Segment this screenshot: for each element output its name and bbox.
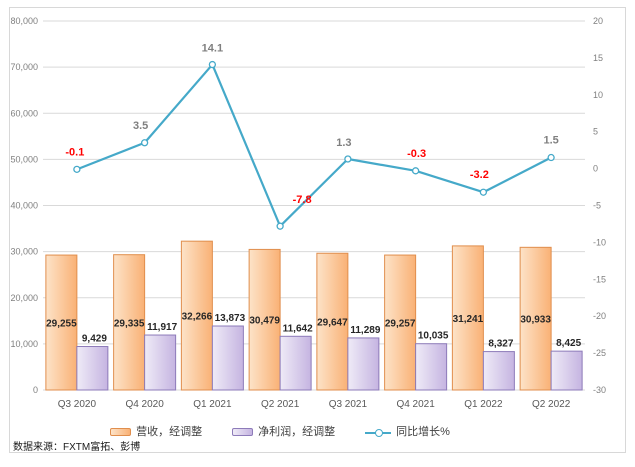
- legend-label-revenue: 营收，经调整: [136, 426, 203, 438]
- yoy-growth-marker: [479, 188, 488, 196]
- y-axis-right-tick-label: 15: [593, 53, 603, 63]
- y-axis-left-tick-label: 20,000: [10, 293, 38, 303]
- revenue-bar-label: 29,335: [114, 318, 145, 329]
- legend-label-net-profit: 净利润，经调整: [258, 426, 336, 438]
- yoy-line-swatch-icon: [365, 428, 392, 437]
- net-profit-bar-label: 11,917: [147, 322, 177, 333]
- legend-label-yoy-growth: 同比增长%: [396, 426, 450, 438]
- yoy-growth-line: [76, 63, 552, 228]
- net-profit-bar: [76, 346, 109, 391]
- revenue-bar: [113, 254, 146, 391]
- revenue-bar: [45, 254, 78, 391]
- revenue-bar-label: 29,255: [46, 319, 77, 330]
- x-axis-labels: Q3 2020 Q4 2020 Q1 2021 Q2 2021 Q3 2021 Q4 20…: [58, 399, 571, 410]
- revenue-bar: [384, 254, 417, 391]
- revenue-bar-label: 32,266: [182, 312, 213, 323]
- yoy-growth-marker: [276, 222, 284, 230]
- net-profit-bar: [415, 343, 448, 391]
- bar-series-net-profit: [76, 325, 583, 391]
- y-axis-left-tick-label: 40,000: [10, 201, 38, 211]
- y-axis-left-tick-label: 70,000: [10, 62, 38, 72]
- x-axis-category-label: Q2 2021: [261, 399, 300, 410]
- data-source-note: 数据来源：FXTM富拓、彭博: [13, 442, 141, 453]
- bar-series-revenue: [45, 240, 552, 391]
- yoy-growth-marker: [411, 167, 420, 175]
- yoy-growth-marker: [73, 165, 81, 173]
- yoy-growth-marker: [547, 153, 555, 162]
- net-profit-bar: [347, 337, 380, 391]
- y-axis-right-tick-label: -5: [593, 201, 601, 211]
- yoy-growth-marker: [208, 60, 217, 69]
- y-axis-right: -30 -25 -20 -15 -10 -5 0 5 10 15 20: [593, 16, 606, 395]
- yoy-growth-marker: [344, 155, 352, 163]
- yoy-growth-point-label: 14.1: [202, 43, 223, 55]
- yoy-growth-point-label: -7.8: [293, 194, 312, 206]
- y-axis-left-tick-label: 50,000: [10, 154, 38, 164]
- net-profit-swatch-icon: [232, 428, 254, 436]
- y-axis-right-tick-label: 5: [593, 127, 598, 137]
- legend-item-revenue: 营收，经调整: [110, 424, 202, 440]
- yoy-growth-point-label: -0.3: [407, 148, 426, 160]
- legend-item-yoy-growth: 同比增长%: [365, 424, 450, 440]
- net-profit-bar: [482, 351, 515, 391]
- y-axis-right-tick-label: -30: [593, 385, 606, 395]
- y-axis-right-tick-label: -10: [593, 237, 606, 247]
- x-axis-category-label: Q1 2021: [193, 399, 232, 410]
- line-series-yoy-growth: -0.1 3.5 14.1 -7.8 1.3 -0.3 -3.2 1.5: [65, 43, 559, 230]
- y-axis-left-tick-label: 80,000: [10, 16, 38, 26]
- net-profit-bar-label: 8,425: [556, 338, 581, 349]
- x-axis-category-label: Q4 2021: [396, 399, 435, 410]
- yoy-growth-point-label: -0.1: [65, 146, 84, 158]
- revenue-bar-label: 30,479: [249, 316, 280, 327]
- revenue-swatch-icon: [110, 428, 132, 436]
- net-profit-bar-label: 8,327: [488, 339, 513, 350]
- net-profit-bar: [144, 334, 177, 391]
- y-axis-left-tick-label: 0: [33, 385, 38, 395]
- yoy-growth-point-label: 3.5: [133, 120, 148, 132]
- revenue-bar: [180, 240, 213, 391]
- revenue-bar: [519, 246, 552, 391]
- yoy-growth-marker: [140, 139, 149, 147]
- x-axis-category-label: Q2 2022: [532, 399, 571, 410]
- net-profit-bar-label: 11,642: [283, 323, 313, 334]
- revenue-bar-label: 31,241: [453, 314, 484, 325]
- yoy-line-marker-dot: [375, 428, 384, 437]
- net-profit-bar-label: 11,289: [350, 325, 380, 336]
- y-axis-left-tick-label: 10,000: [10, 339, 38, 349]
- net-profit-bar-label: 9,429: [82, 334, 107, 345]
- y-axis-right-tick-label: -15: [593, 274, 606, 284]
- y-axis-right-tick-label: -20: [593, 311, 606, 321]
- revenue-bar-label: 30,933: [520, 315, 551, 326]
- x-axis-category-label: Q3 2020: [58, 399, 97, 410]
- y-axis-left-tick-label: 30,000: [10, 247, 38, 257]
- yoy-growth-point-label: 1.3: [336, 137, 351, 149]
- legend-item-net-profit: 净利润，经调整: [232, 424, 335, 440]
- y-axis-left: 0 10,000 20,000 30,000 40,000 50,000 60,000 70,…: [10, 16, 38, 395]
- yoy-growth-point-label: 1.5: [543, 135, 558, 147]
- net-profit-bar: [550, 350, 583, 391]
- y-axis-right-tick-label: -25: [593, 348, 606, 358]
- yoy-growth-point-label: -3.2: [470, 169, 489, 181]
- bar-data-labels: 29,255 9,429 29,335 11,917 32,266 13,873 30,47…: [46, 312, 581, 350]
- revenue-bar: [248, 248, 281, 391]
- x-axis-category-label: Q1 2022: [464, 399, 503, 410]
- revenue-bar: [451, 245, 484, 391]
- y-axis-right-tick-label: 0: [593, 164, 598, 174]
- revenue-bar: [316, 252, 349, 391]
- net-profit-bar-label: 10,035: [418, 331, 449, 342]
- net-profit-bar: [279, 335, 312, 391]
- y-axis-right-tick-label: 20: [593, 16, 603, 26]
- revenue-bar-label: 29,647: [317, 318, 348, 329]
- x-axis-category-label: Q3 2021: [329, 399, 368, 410]
- x-axis-category-label: Q4 2020: [125, 399, 164, 410]
- y-axis-right-tick-label: 10: [593, 90, 603, 100]
- y-axis-left-tick-label: 60,000: [10, 108, 38, 118]
- chart-legend: 营收，经调整 净利润，经调整 同比增长%: [0, 424, 560, 440]
- revenue-bar-label: 29,257: [385, 319, 416, 330]
- net-profit-bar: [211, 325, 244, 391]
- net-profit-bar-label: 13,873: [215, 313, 246, 324]
